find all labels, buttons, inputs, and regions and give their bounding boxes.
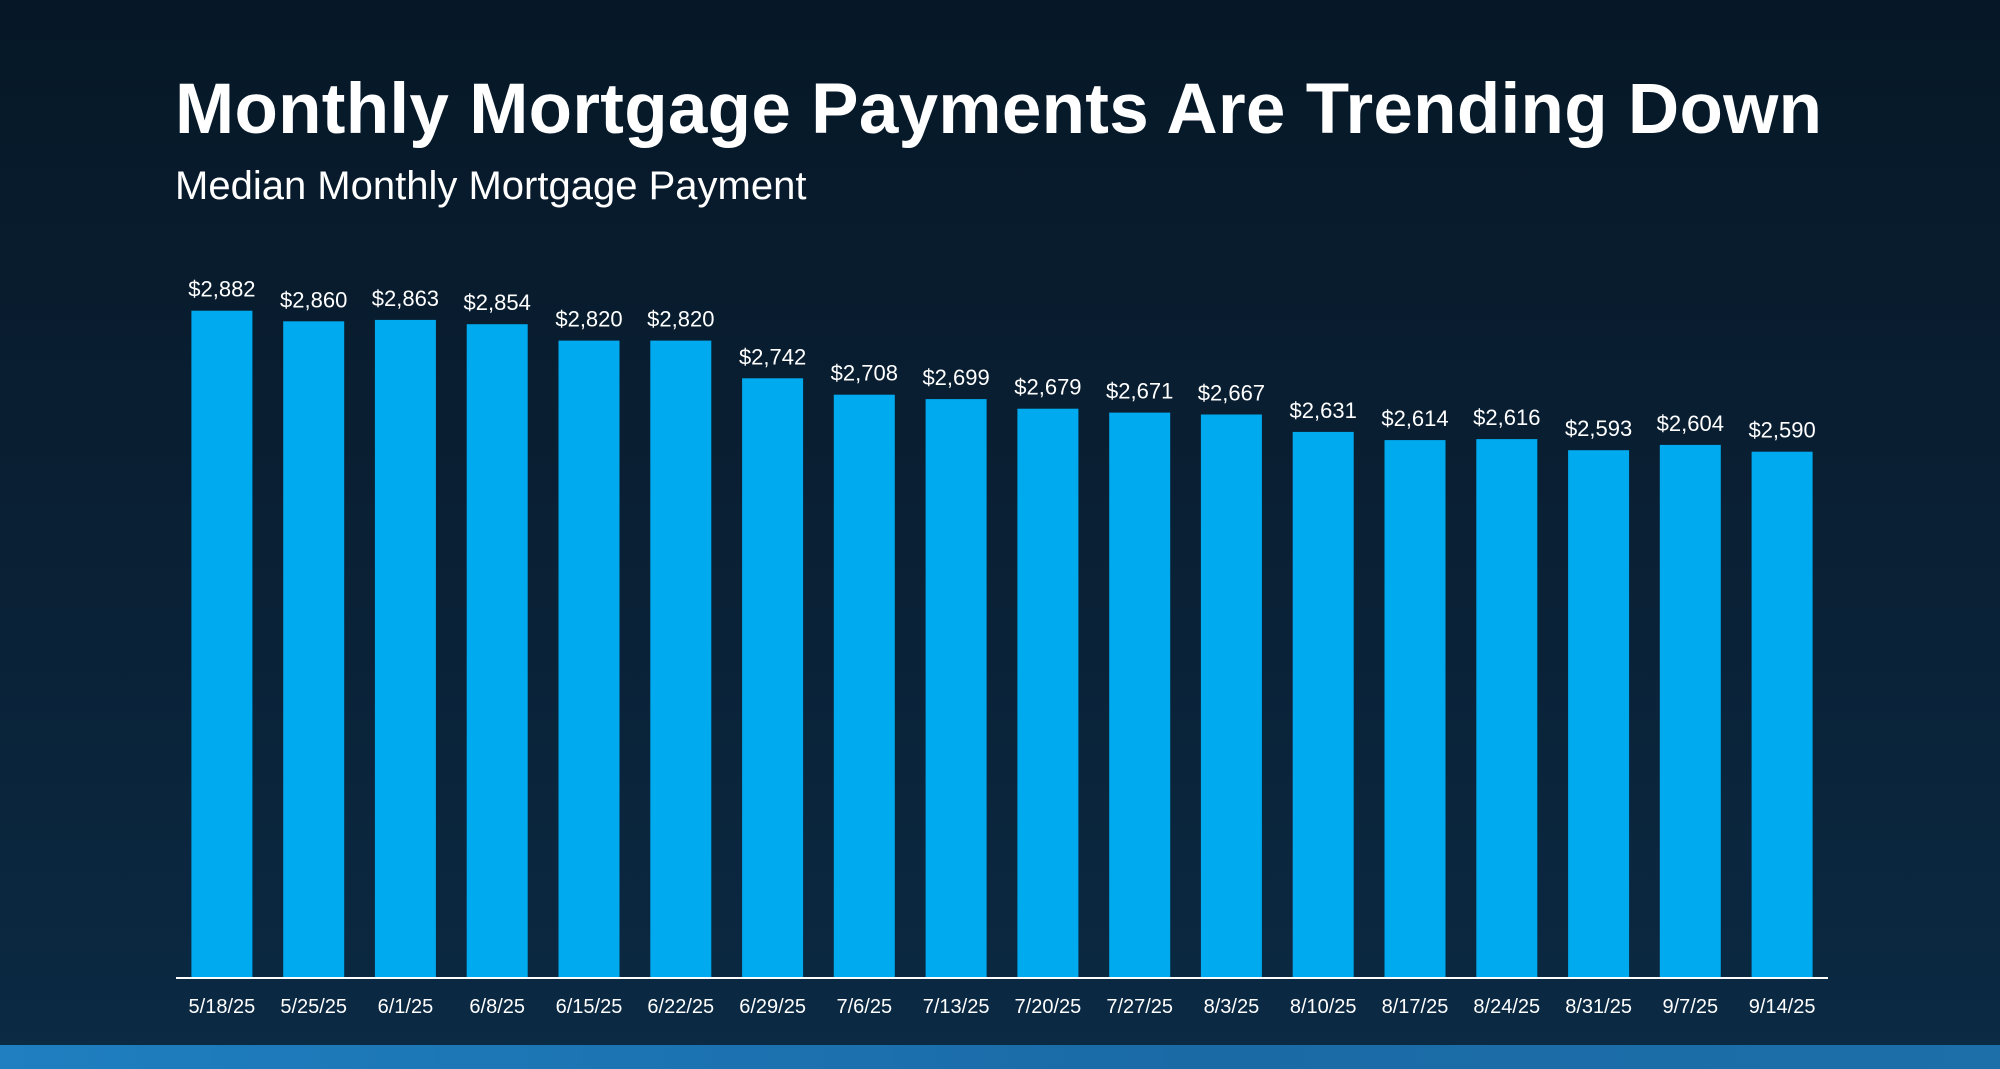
x-tick-label: 6/15/25 [556, 996, 623, 1018]
data-label: $2,679 [1014, 375, 1081, 400]
bar-8/10/25 [1292, 431, 1354, 978]
data-label: $2,667 [1198, 381, 1265, 406]
data-label: $2,820 [555, 307, 622, 332]
category-labels-layer: 5/18/25 5/25/25 6/1/25 6/8/25 6/15/25 6/22/25… [189, 996, 1816, 1018]
chart-subtitle: Median Monthly Mortgage Payment [175, 164, 807, 208]
bars-layer [191, 310, 1813, 979]
bar-9/7/25 [1659, 444, 1721, 978]
x-tick-label: 9/14/25 [1749, 996, 1816, 1018]
data-label: $2,882 [188, 277, 255, 302]
data-label: $2,708 [831, 361, 898, 386]
bottom-band [0, 1045, 2000, 1069]
x-tick-label: 6/8/25 [469, 996, 525, 1018]
x-tick-label: 8/31/25 [1565, 996, 1632, 1018]
bar-5/25/25 [283, 321, 345, 978]
data-label: $2,671 [1106, 379, 1173, 404]
bar-6/29/25 [742, 378, 804, 978]
bar-8/17/25 [1384, 440, 1446, 979]
bar-8/24/25 [1476, 439, 1538, 979]
x-tick-label: 6/1/25 [378, 996, 434, 1018]
data-label: $2,854 [464, 290, 531, 315]
x-tick-label: 8/3/25 [1204, 996, 1260, 1018]
bar-7/20/25 [1017, 408, 1079, 978]
bar-6/22/25 [650, 340, 712, 979]
bar-8/31/25 [1568, 450, 1630, 978]
data-label: $2,860 [280, 287, 347, 312]
data-label: $2,614 [1381, 406, 1448, 431]
data-label: $2,742 [739, 344, 806, 369]
data-label: $2,699 [922, 365, 989, 390]
bar-6/1/25 [374, 319, 436, 978]
bar-9/14/25 [1751, 451, 1813, 978]
chart-title: Monthly Mortgage Payments Are Trending D… [175, 70, 1823, 149]
data-label: $2,590 [1748, 418, 1815, 443]
bar-7/27/25 [1109, 412, 1171, 979]
bar-7/13/25 [925, 399, 987, 979]
x-tick-label: 7/13/25 [923, 996, 990, 1018]
bar-5/18/25 [191, 310, 253, 978]
x-tick-label: 5/25/25 [280, 996, 347, 1018]
x-tick-label: 9/7/25 [1662, 996, 1718, 1018]
x-tick-label: 7/6/25 [836, 996, 892, 1018]
data-label: $2,616 [1473, 405, 1540, 430]
x-tick-label: 6/22/25 [647, 996, 714, 1018]
bar-8/3/25 [1200, 414, 1262, 978]
x-tick-label: 7/27/25 [1106, 996, 1173, 1018]
bar-6/8/25 [466, 324, 528, 978]
bar-7/6/25 [833, 394, 895, 978]
x-tick-label: 8/24/25 [1473, 996, 1540, 1018]
x-tick-label: 5/18/25 [189, 996, 256, 1018]
data-label: $2,631 [1290, 398, 1357, 423]
x-tick-label: 7/20/25 [1015, 996, 1082, 1018]
x-tick-label: 6/29/25 [739, 996, 806, 1018]
data-label: $2,820 [647, 307, 714, 332]
x-tick-label: 8/17/25 [1382, 996, 1449, 1018]
data-label: $2,863 [372, 286, 439, 311]
data-label: $2,593 [1565, 416, 1632, 441]
value-labels-layer: $2,882 $2,860 $2,863 $2,854 $2,820 $2,820 $2,7… [188, 277, 1815, 443]
bar-6/15/25 [558, 340, 620, 979]
data-label: $2,604 [1657, 411, 1724, 436]
x-tick-label: 8/10/25 [1290, 996, 1357, 1018]
